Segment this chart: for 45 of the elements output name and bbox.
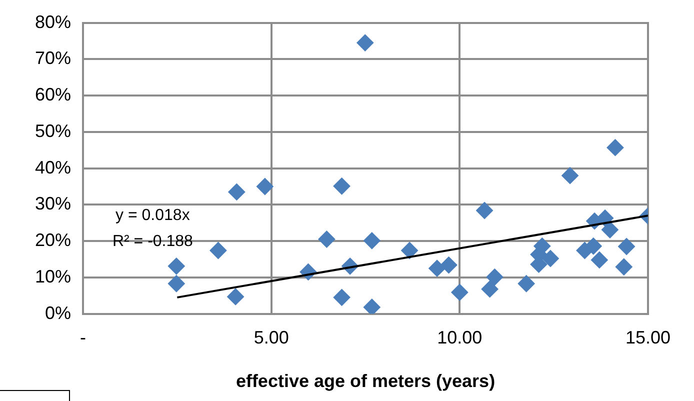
point bbox=[333, 178, 350, 195]
point bbox=[228, 183, 246, 200]
y-tick-label: 30% bbox=[34, 194, 71, 214]
point bbox=[590, 251, 608, 268]
y-tick-label: 10% bbox=[34, 266, 71, 286]
point bbox=[168, 258, 185, 275]
point bbox=[476, 202, 494, 219]
x-tick-label: 5.00 bbox=[254, 328, 289, 348]
point bbox=[481, 280, 498, 298]
point bbox=[363, 298, 380, 314]
x-tick-label: - bbox=[80, 328, 86, 348]
y-tick-label: 40% bbox=[34, 157, 71, 178]
point bbox=[596, 210, 614, 227]
point bbox=[601, 221, 618, 238]
point bbox=[606, 139, 624, 156]
point bbox=[562, 167, 579, 184]
point bbox=[227, 288, 244, 306]
point bbox=[615, 258, 632, 276]
y-tick-label: 60% bbox=[34, 84, 71, 105]
point bbox=[401, 242, 418, 260]
point bbox=[451, 284, 468, 301]
point bbox=[256, 178, 274, 195]
point bbox=[428, 260, 446, 277]
point bbox=[542, 250, 559, 268]
point bbox=[486, 268, 504, 286]
point bbox=[333, 288, 350, 306]
point bbox=[318, 230, 336, 248]
point bbox=[518, 275, 535, 292]
x-axis-title: effective age of meters (years) bbox=[236, 371, 496, 392]
annotation: R² = -0.188 bbox=[112, 232, 194, 250]
point bbox=[618, 238, 636, 256]
x-tick-label: 10.00 bbox=[437, 328, 482, 348]
point bbox=[440, 256, 458, 274]
y-tick-label: 50% bbox=[34, 120, 71, 141]
y-tick-label: 20% bbox=[34, 230, 71, 250]
y-tick-label: 80% bbox=[34, 12, 71, 32]
x-tick-label: 15.00 bbox=[625, 328, 671, 348]
point bbox=[210, 242, 227, 260]
point bbox=[584, 238, 602, 255]
annotation: y = 0.018x bbox=[116, 206, 190, 224]
point bbox=[168, 275, 185, 292]
point bbox=[363, 232, 380, 250]
y-tick-label: 70% bbox=[34, 48, 71, 68]
y-tick-label: 0% bbox=[44, 302, 71, 323]
point bbox=[356, 34, 374, 52]
